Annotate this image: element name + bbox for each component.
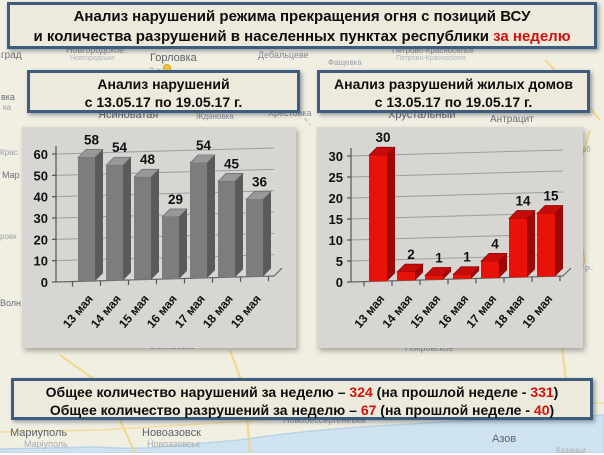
svg-text:50: 50 <box>34 168 48 183</box>
svg-text:20: 20 <box>34 232 48 247</box>
map-label: Мариуполь <box>10 427 68 439</box>
map-label: ка <box>3 103 12 112</box>
summary-text: Общее количество разрушений за неделю – <box>49 402 361 418</box>
summary-text: ) <box>549 402 555 418</box>
summary-value: 67 <box>360 402 377 418</box>
map-label: Волн <box>0 298 22 308</box>
map-label: Новоазовськ <box>147 439 200 449</box>
svg-text:14: 14 <box>515 193 531 208</box>
map-label: Р- <box>585 265 593 274</box>
map-label: Новгородське <box>70 55 115 62</box>
svg-text:5: 5 <box>336 254 343 269</box>
svg-text:4: 4 <box>491 236 499 251</box>
map-label: Покровское <box>405 343 454 353</box>
title-line2-text: и количества разрушений в населенных пун… <box>33 28 494 45</box>
svg-text:15: 15 <box>543 188 559 203</box>
map-label: Казачьи <box>556 446 586 455</box>
svg-text:2: 2 <box>407 247 415 262</box>
map-label: ровк <box>0 232 17 241</box>
svg-text:1: 1 <box>463 250 471 265</box>
map-label: Ждановка <box>196 112 234 121</box>
violations-chart-period: с 13.05.17 по 19.05.17 г. <box>84 94 243 110</box>
svg-text:36: 36 <box>252 175 268 190</box>
svg-text:30: 30 <box>329 149 343 164</box>
destructions-bar-chart: 0 5 10 15 20 25 30 30 13 мая 2 14 мая 1 15 мая 1 16 ма… <box>317 127 583 348</box>
destructions-chart-period: с 13.05.17 по 19.05.17 г. <box>374 94 533 110</box>
svg-text:40: 40 <box>34 190 48 205</box>
map-label: Новоазовск <box>142 427 201 439</box>
summary-line-destructions: Общее количество разрушений за неделю – … <box>14 401 590 419</box>
map-label: Фащевка <box>328 58 362 67</box>
violations-chart-title: Анализ нарушений <box>97 76 230 92</box>
title-highlight: за неделю <box>493 28 571 45</box>
svg-text:54: 54 <box>112 140 128 155</box>
map-label: Мар <box>2 170 20 180</box>
title-line2: и количества разрушений в населенных пун… <box>10 27 594 47</box>
destructions-chart-header: Анализ разрушений жилых домов с 13.05.17… <box>317 70 590 113</box>
svg-text:25: 25 <box>329 170 343 185</box>
violations-bar-chart: 0 10 20 30 40 50 60 58 13 мая 54 14 мая 48 15 мая 29 1… <box>22 127 296 348</box>
summary-prev-value: 40 <box>533 402 550 418</box>
svg-text:45: 45 <box>224 156 240 171</box>
svg-text:29: 29 <box>168 192 183 207</box>
map-label: Антрацит <box>490 114 534 125</box>
svg-text:54: 54 <box>196 138 212 153</box>
sea-shape <box>0 414 604 453</box>
map-label: Хрестовка <box>268 108 312 118</box>
svg-text:30: 30 <box>375 130 390 145</box>
map-label: вка <box>1 92 15 102</box>
summary-text: Общее количество нарушений за неделю – <box>45 384 350 400</box>
summary-text: (на прошлой неделе - <box>372 384 531 400</box>
svg-text:1: 1 <box>435 250 443 265</box>
svg-text:30: 30 <box>34 211 48 226</box>
svg-text:20: 20 <box>329 191 343 206</box>
map-label: Крас <box>0 148 18 157</box>
svg-text:10: 10 <box>329 233 343 248</box>
map-label: Дебальцеве <box>258 50 309 60</box>
title-box: Анализ нарушений режима прекращения огня… <box>7 2 597 49</box>
title-line1: Анализ нарушений режима прекращения огня… <box>73 8 531 25</box>
summary-text: ) <box>553 384 559 400</box>
svg-text:0: 0 <box>336 275 343 290</box>
map-label: Новгородское. <box>66 45 127 55</box>
destructions-chart-title: Анализ разрушений жилых домов <box>334 76 573 92</box>
svg-text:58: 58 <box>84 132 100 147</box>
svg-text:19 мая: 19 мая <box>519 292 555 331</box>
map-label: Азов <box>492 433 517 445</box>
violations-chart-header: Анализ нарушений с 13.05.17 по 19.05.17 … <box>27 70 300 113</box>
map-label: Маріуполь <box>24 439 68 449</box>
svg-text:15: 15 <box>329 212 343 227</box>
map-label: Петрово-Красносілля <box>396 55 466 62</box>
summary-text: (на прошлой неделе - <box>376 402 534 418</box>
summary-box: Общее количество нарушений за неделю – 3… <box>11 378 593 420</box>
svg-text:19 мая: 19 мая <box>228 292 264 331</box>
summary-prev-value: 331 <box>530 384 554 400</box>
map-label: Петрово-Красноселье <box>392 46 474 55</box>
svg-text:0: 0 <box>41 275 48 290</box>
summary-value: 324 <box>349 384 373 400</box>
map-label: Горловка <box>150 52 197 64</box>
summary-line-violations: Общее количество нарушений за неделю – 3… <box>14 383 590 401</box>
svg-text:48: 48 <box>140 152 156 167</box>
map-label: град <box>1 50 22 61</box>
svg-text:10: 10 <box>34 254 48 269</box>
map-label: Новобессергеневка <box>283 415 366 425</box>
svg-text:60: 60 <box>34 147 48 162</box>
